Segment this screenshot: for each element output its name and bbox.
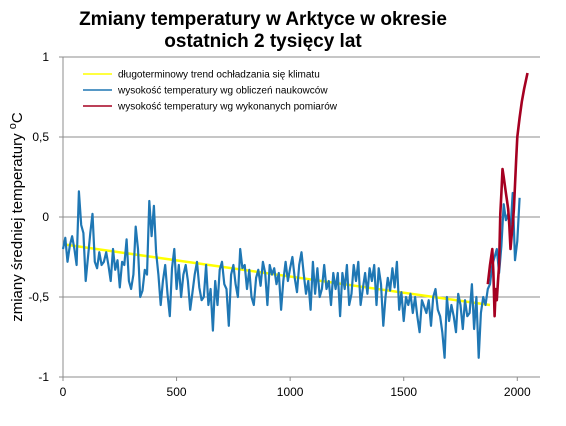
y-axis-label: zmiany średniej temperatury oC — [7, 112, 26, 322]
reconstruction-line — [61, 190, 521, 359]
axes — [59, 56, 540, 381]
legend-label: wysokość temperatury wg obliczeń naukowc… — [117, 86, 328, 97]
y-tick-labels: 1 0,5 0 -0,5 -1 — [28, 50, 49, 384]
chart-title-line-1: Zmiany temperatury w Arktyce w okresie — [79, 9, 447, 30]
degree-sign: o — [7, 123, 19, 129]
x-tick-label: 0 — [60, 385, 67, 399]
measurement-line — [486, 72, 529, 318]
grid-lines — [63, 56, 540, 298]
unit-c: C — [9, 112, 26, 123]
x-tick-labels: 0 500 1000 1500 2000 — [60, 385, 531, 399]
x-tick-label: 500 — [167, 385, 187, 399]
chart-title-line-2: ostatnich 2 tysięcy lat — [164, 31, 362, 52]
x-tick-label: 1000 — [277, 385, 304, 399]
legend-label: wysokość temperatury wg wykonanych pomia… — [117, 102, 338, 113]
y-tick-label: 1 — [42, 50, 49, 64]
plot-series — [61, 72, 529, 359]
y-tick-label: 0,5 — [32, 130, 49, 144]
legend: długoterminowy trend ochładzania się kli… — [83, 70, 338, 113]
y-tick-label: -1 — [38, 370, 49, 384]
x-tick-label: 1500 — [390, 385, 417, 399]
y-tick-label: -0,5 — [28, 290, 49, 304]
y-tick-label: 0 — [42, 210, 49, 224]
x-tick-label: 2000 — [504, 385, 531, 399]
legend-label: długoterminowy trend ochładzania się kli… — [118, 70, 320, 81]
